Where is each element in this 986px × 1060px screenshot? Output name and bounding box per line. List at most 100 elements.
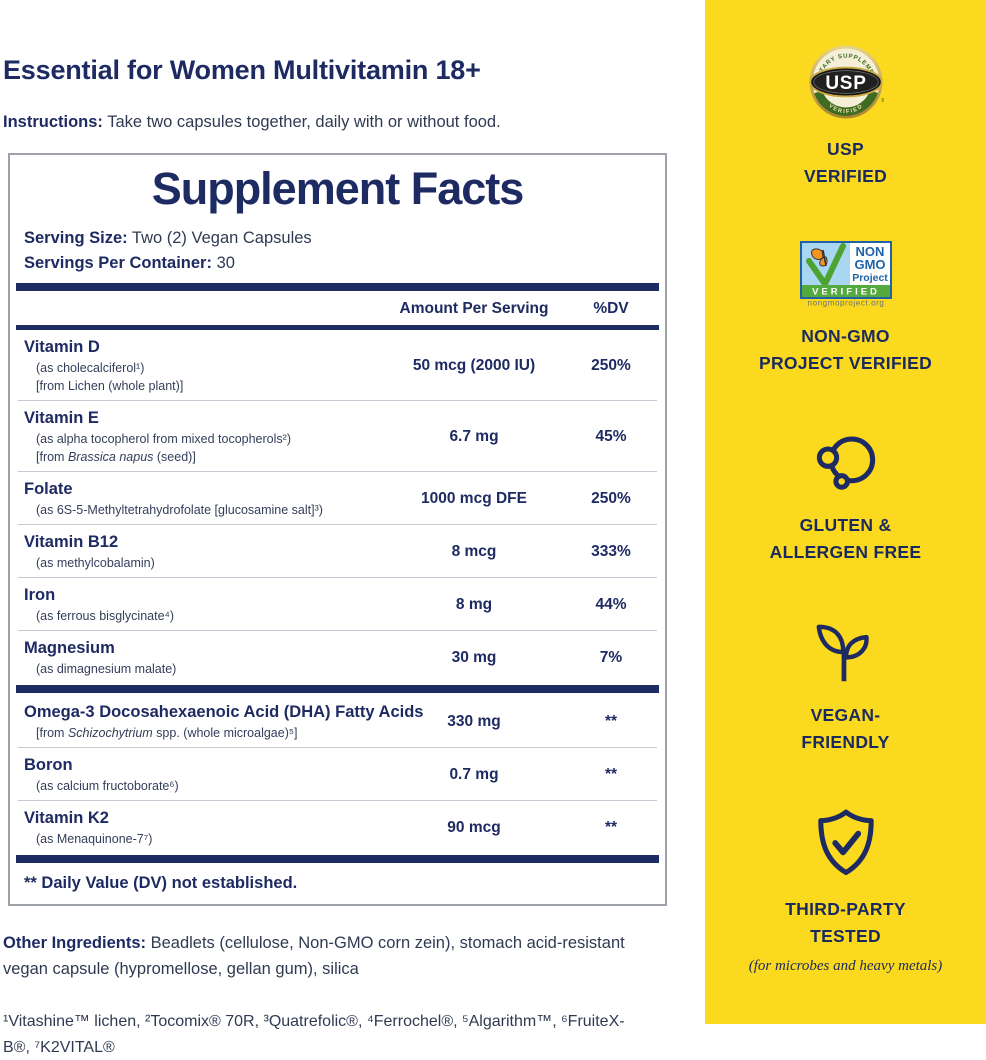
table-row: Vitamin D (as cholecalciferol¹) [from Lich… (16, 330, 659, 400)
svg-text:NON: NON (855, 244, 884, 259)
other-ingredients: Other Ingredients: Beadlets (cellulose, … (3, 931, 651, 982)
nutrient-source-text: Brassica napus (67, 450, 154, 464)
row-divider (16, 685, 659, 693)
trademark-footnotes: ¹Vitashine™ lichen, ²Tocomix® 70R, ³Quat… (3, 1013, 625, 1056)
nutrient-source-text: (as cholecalciferol¹) (36, 361, 145, 375)
table-row: Vitamin B12 (as methylcobalamin) 8 mcg 333% (16, 525, 659, 577)
table-row: Vitamin K2 (as Menaquinone-7⁷) 90 mcg ** (16, 801, 659, 853)
divider-thick (16, 283, 659, 291)
badge-usp-verified: DIETARY SUPPLEMENT VERIFIED USP ® USP VE… (705, 44, 986, 190)
non-gmo-seal-icon: NON GMO Project VERIFIED nongmoproject.o… (705, 241, 986, 307)
facts-rows: Vitamin D (as cholecalciferol¹) [from Lich… (16, 330, 659, 863)
divider-medium (16, 325, 659, 330)
nutrient-source-text: (as Menaquinone-7⁷) (36, 832, 153, 846)
nutrient-source: [from Lichen (whole plant)] (24, 379, 379, 393)
amount-per-serving-value: 90 mcg (447, 818, 501, 836)
badge-gluten-allergen-free: GLUTEN & ALLERGEN FREE (705, 428, 986, 566)
nutrient-source-text: (seed)] (153, 450, 196, 464)
nutrient-cell: Vitamin B12 (as methylcobalamin) (16, 533, 379, 570)
row-divider (18, 630, 657, 631)
serving-size-value: Two (2) Vegan Capsules (127, 229, 312, 247)
page-title: Essential for Women Multivitamin 18+ (3, 55, 481, 85)
nutrient-cell: Magnesium (as dimagnesium malate) (16, 639, 379, 676)
other-ingredients-label: Other Ingredients: (3, 934, 147, 952)
nutrient-name: Iron (24, 586, 56, 604)
nutrient-source: (as ferrous bisglycinate⁴) (24, 609, 379, 623)
badge-subcaption: (for microbes and heavy metals) (748, 958, 943, 974)
nutrient-source-text: (as alpha tocopherol from mixed tocopher… (36, 432, 291, 446)
amount-per-serving-value: 50 mcg (2000 IU) (412, 356, 536, 374)
badge-caption-line: ALLERGEN FREE (769, 542, 922, 562)
nutrient-cell: Vitamin D (as cholecalciferol¹) [from Lich… (16, 338, 379, 393)
row-divider (18, 747, 657, 748)
badge-caption-line: VEGAN- (810, 705, 881, 725)
table-row: Omega-3 Docosahexaenoic Acid (DHA) Fatty… (16, 695, 659, 747)
instructions-label: Instructions: (3, 113, 103, 131)
serving-size-label: Serving Size: (24, 229, 128, 247)
servings-per-container-value: 30 (211, 254, 235, 272)
nutrient-source: (as alpha tocopherol from mixed tocopher… (24, 432, 379, 446)
amount-per-serving-value: 0.7 mg (449, 765, 499, 783)
usp-seal-icon: DIETARY SUPPLEMENT VERIFIED USP ® (705, 44, 986, 120)
table-row: Folate (as 6S-5-Methyltetrahydrofolate [g… (16, 472, 659, 524)
nutrient-source-text: (as dimagnesium malate) (36, 662, 177, 676)
svg-text:VERIFIED: VERIFIED (812, 287, 880, 298)
nutrient-source: (as Menaquinone-7⁷) (24, 832, 379, 846)
table-header-row: Amount Per Serving %DV (16, 291, 659, 325)
badge-caption: THIRD-PARTY TESTED (705, 896, 986, 950)
badge-caption: GLUTEN & ALLERGEN FREE (705, 512, 986, 566)
vegan-sprout-icon (705, 618, 986, 686)
nutrient-cell: Boron (as calcium fructoborate⁶) (16, 756, 379, 793)
servings-per-container-line: Servings Per Container: 30 (24, 254, 659, 273)
instructions-body: Take two capsules together, daily with o… (102, 113, 501, 131)
nutrient-name: Folate (24, 480, 73, 498)
nutrient-source-text: (as methylcobalamin) (36, 556, 155, 570)
nutrient-source-text: [from Lichen (whole plant)] (36, 379, 184, 393)
amount-per-serving-value: 8 mcg (451, 542, 497, 560)
nutrient-source-text: (as calcium fructoborate⁶) (36, 779, 179, 793)
daily-value-percent: 250% (591, 489, 631, 507)
table-row: Vitamin E (as alpha tocopherol from mixed… (16, 401, 659, 471)
nutrient-source-text: (as ferrous bisglycinate⁴) (36, 609, 175, 623)
badge-caption-line: USP (827, 139, 864, 159)
nutrient-cell: Vitamin K2 (as Menaquinone-7⁷) (16, 809, 379, 846)
badge-caption-line: THIRD-PARTY (785, 899, 906, 919)
column-header-dv: %DV (593, 300, 629, 317)
badge-caption: VEGAN- FRIENDLY (705, 702, 986, 756)
row-divider (18, 400, 657, 401)
badge-caption-line: PROJECT VERIFIED (758, 353, 933, 373)
badge-non-gmo: NON GMO Project VERIFIED nongmoproject.o… (705, 241, 986, 377)
daily-value-percent: 7% (599, 648, 623, 666)
other-ingredients-body: Beadlets (cellulose, Non-GMO corn zein),… (3, 934, 625, 978)
instructions-text: Instructions: Take two capsules together… (3, 113, 703, 132)
nutrient-source: (as methylcobalamin) (24, 556, 379, 570)
nutrient-source: [from Brassica napus (seed)] (24, 450, 379, 464)
svg-text:nongmoproject.org: nongmoproject.org (807, 299, 884, 308)
nutrient-name: Omega-3 Docosahexaenoic Acid (DHA) Fatty… (24, 703, 424, 721)
shield-check-icon (705, 806, 986, 880)
nutrient-cell: Omega-3 Docosahexaenoic Acid (DHA) Fatty… (16, 703, 424, 740)
nutrient-source-text: Schizochytrium (67, 726, 153, 740)
amount-per-serving-value: 6.7 mg (449, 427, 499, 445)
badge-third-party-tested: THIRD-PARTY TESTED (for microbes and hea… (705, 806, 986, 975)
supplement-facts-title: Supplement Facts (151, 163, 525, 214)
amount-per-serving-value: 8 mg (455, 595, 493, 613)
servings-per-container-label: Servings Per Container: (24, 254, 212, 272)
daily-value-percent: ** (604, 765, 618, 783)
badge-caption: NON-GMO PROJECT VERIFIED (705, 323, 986, 377)
daily-value-note: ** Daily Value (DV) not established. (24, 874, 298, 892)
badge-vegan-friendly: VEGAN- FRIENDLY (705, 618, 986, 756)
svg-text:GMO: GMO (854, 257, 885, 272)
nutrient-name: Vitamin E (24, 409, 99, 427)
badge-caption: USP VERIFIED (705, 136, 986, 190)
nutrient-source-text: (as 6S-5-Methyltetrahydrofolate [glucosa… (36, 503, 323, 517)
table-row: Magnesium (as dimagnesium malate) 30 mg 7% (16, 631, 659, 683)
amount-per-serving-value: 1000 mcg DFE (421, 489, 527, 507)
column-header-amount: Amount Per Serving (399, 300, 549, 317)
nutrient-cell: Folate (as 6S-5-Methyltetrahydrofolate [g… (16, 480, 379, 517)
nutrient-name: Vitamin D (24, 338, 100, 356)
svg-text:Project: Project (852, 272, 888, 284)
daily-value-percent: ** (604, 818, 618, 836)
row-divider (18, 471, 657, 472)
nutrient-source: (as 6S-5-Methyltetrahydrofolate [glucosa… (24, 503, 379, 517)
